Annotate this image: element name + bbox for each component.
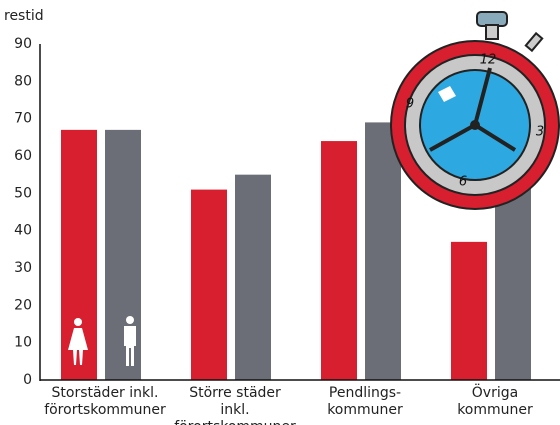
y-tick-label: 0 [23, 372, 32, 388]
woman-icon [68, 318, 88, 365]
y-tick-label: 90 [14, 36, 32, 52]
x-tick-label: Pendlings-kommuner [327, 385, 403, 418]
x-tick-label: Övriga kommuner [457, 385, 533, 418]
clock-label: 12 [480, 53, 497, 68]
bar [495, 182, 531, 380]
clock-label: 9 [406, 97, 414, 112]
bar [321, 141, 357, 380]
y-tick-label: 30 [14, 260, 32, 276]
y-tick-label: 80 [14, 73, 32, 89]
x-tick-label: Storstäder inkl. förortskommuner [44, 385, 166, 418]
y-tick-label: 10 [14, 335, 32, 351]
clock-label: 3 [536, 125, 544, 140]
y-tick-label: 70 [14, 111, 32, 127]
x-tick-label: Större städer inkl. förortskommuner [174, 385, 296, 425]
bar [191, 189, 227, 380]
clock-label: 6 [459, 175, 467, 190]
y-tick-label: 20 [14, 297, 32, 313]
bar [365, 122, 401, 381]
stopwatch: 12 3 6 9 [390, 11, 560, 210]
bar [451, 241, 487, 380]
bars [61, 122, 531, 381]
y-tick-label: 60 [14, 148, 32, 164]
y-axis-label: restid [4, 8, 44, 24]
bar [235, 174, 271, 380]
man-icon [124, 316, 136, 366]
y-tick-label: 40 [14, 223, 32, 239]
y-tick-label: 50 [14, 185, 32, 201]
